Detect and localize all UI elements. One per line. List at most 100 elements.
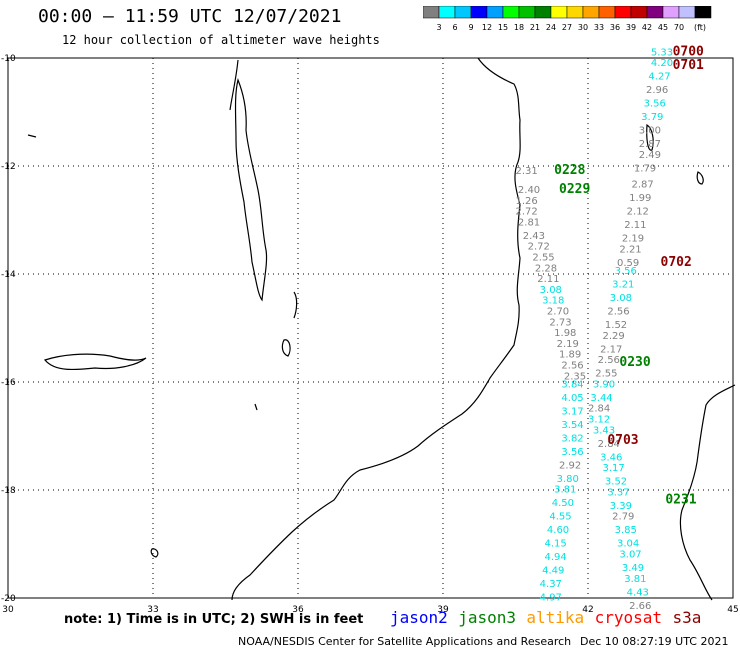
pass-number-label: 0229 bbox=[559, 182, 590, 197]
wave-height-value: 3.85 bbox=[615, 525, 637, 536]
wave-height-value: 3.44 bbox=[590, 393, 612, 404]
satellite-legend-jason2: jason2 bbox=[390, 608, 448, 627]
wave-height-value: 2.17 bbox=[600, 344, 622, 355]
wave-height-value: 3.81 bbox=[624, 574, 646, 585]
wave-height-value: 3.49 bbox=[622, 563, 644, 574]
scale-swatch bbox=[502, 6, 520, 19]
lake-kariba bbox=[43, 353, 147, 371]
latitude-label: -12 bbox=[1, 162, 16, 172]
wave-height-value: 2.70 bbox=[547, 307, 569, 318]
wave-height-value: 2.56 bbox=[598, 355, 620, 366]
wave-height-value: 2.11 bbox=[537, 274, 559, 285]
wave-height-color-scale: 3 6 9 12 15 18 21 24 27 30 33 36 39 42 45 70 (ft) bbox=[423, 6, 712, 32]
wave-height-value: 3.52 bbox=[605, 477, 627, 488]
wave-height-value: 4.97 bbox=[540, 593, 562, 604]
scale-swatch bbox=[614, 6, 632, 19]
wave-height-value: 3.56 bbox=[561, 447, 583, 458]
wave-height-value: 1.99 bbox=[629, 193, 651, 204]
wave-height-value: 1.52 bbox=[605, 320, 627, 331]
wave-height-value: 2.92 bbox=[559, 460, 581, 471]
wave-height-value: 2.49 bbox=[639, 150, 661, 161]
scale-tick-label: 70 bbox=[674, 23, 684, 32]
tiny-islet-2 bbox=[27, 134, 37, 138]
latitude-label: -20 bbox=[1, 594, 16, 604]
wave-height-value: 2.73 bbox=[549, 317, 571, 328]
wave-height-value: 4.94 bbox=[545, 552, 567, 563]
lat-lon-grid: 30 33 36 39 42 45 -10 -12 -14 -16 -18 -20 bbox=[1, 54, 739, 615]
pass-number-label: 0700 bbox=[673, 44, 704, 59]
wave-height-value: 4.37 bbox=[540, 579, 562, 590]
scale-tick-label: 42 bbox=[642, 23, 652, 32]
latitude-label: -16 bbox=[1, 378, 16, 388]
wave-height-value: 2.35 bbox=[564, 371, 586, 382]
wave-height-value: 4.43 bbox=[627, 587, 649, 598]
footer-note: note: 1) Time is in UTC; 2) SWH is in fe… bbox=[64, 612, 364, 627]
wave-height-value: 2.19 bbox=[557, 339, 579, 350]
wave-height-value: 4.49 bbox=[542, 566, 564, 577]
wave-height-value: 5.33 bbox=[651, 47, 673, 58]
longitude-label: 42 bbox=[582, 605, 593, 615]
wave-height-value: 4.27 bbox=[648, 72, 670, 83]
wave-height-value: 2.43 bbox=[523, 231, 545, 242]
credit-text: NOAA/NESDIS Center for Satellite Applica… bbox=[238, 635, 572, 648]
scale-swatch bbox=[630, 6, 648, 19]
scale-swatch bbox=[454, 6, 472, 19]
observation-values: 5.334.204.272.963.563.793.002.872.491.79… bbox=[516, 47, 674, 611]
wave-height-value: 1.26 bbox=[516, 196, 538, 207]
wave-height-value: 3.21 bbox=[612, 280, 634, 291]
mayotte-island bbox=[696, 171, 704, 185]
map-frame bbox=[7, 57, 734, 599]
scale-tick-label: 15 bbox=[498, 23, 508, 32]
scale-tick-label: 3 bbox=[436, 23, 441, 32]
wave-height-value: 2.19 bbox=[622, 234, 644, 245]
africa-coastline bbox=[231, 57, 521, 601]
wave-height-value: 2.87 bbox=[632, 180, 654, 191]
wave-height-value: 2.87 bbox=[639, 139, 661, 150]
scale-swatch bbox=[598, 6, 616, 19]
wave-height-value: 3.08 bbox=[540, 285, 562, 296]
scale-tick-label: 6 bbox=[452, 23, 457, 32]
wave-height-value: 3.18 bbox=[542, 296, 564, 307]
satellite-legend-jason3: jason3 bbox=[458, 608, 516, 627]
scale-swatch bbox=[470, 6, 488, 19]
latitude-label: -10 bbox=[1, 54, 16, 64]
pass-number-label: 0231 bbox=[665, 493, 696, 508]
wave-height-value: 0.59 bbox=[617, 258, 639, 269]
wave-height-value: 2.79 bbox=[612, 512, 634, 523]
wave-height-value: 3.39 bbox=[610, 501, 632, 512]
wave-height-value: 2.11 bbox=[624, 220, 646, 231]
pass-number-label: 0703 bbox=[607, 433, 638, 448]
wave-height-value: 1.79 bbox=[634, 163, 656, 174]
wave-height-value: 4.60 bbox=[547, 525, 569, 536]
tiny-islet bbox=[150, 548, 159, 558]
wave-height-value: 3.43 bbox=[593, 425, 615, 436]
wave-height-value: 4.20 bbox=[651, 58, 673, 69]
wave-height-value: 3.90 bbox=[593, 379, 615, 390]
coastline bbox=[27, 57, 736, 601]
scale-swatch bbox=[646, 6, 664, 19]
scale-tick-label: 9 bbox=[468, 23, 473, 32]
wave-height-value: 2.21 bbox=[619, 244, 641, 255]
wave-height-value: 2.29 bbox=[603, 331, 625, 342]
wave-height-value: 2.12 bbox=[627, 207, 649, 218]
wave-height-value: 3.84 bbox=[561, 379, 583, 390]
scale-swatch bbox=[694, 6, 712, 19]
wave-height-value: 3.37 bbox=[607, 487, 629, 498]
wave-height-value: 2.56 bbox=[561, 361, 583, 372]
scale-swatch bbox=[662, 6, 680, 19]
pass-number-label: 0228 bbox=[554, 163, 585, 178]
scale-swatch bbox=[423, 6, 440, 19]
wave-height-value: 2.56 bbox=[607, 307, 629, 318]
wave-height-value: 2.72 bbox=[516, 207, 538, 218]
map-title: 00:00 – 11:59 UTC 12/07/2021 bbox=[38, 6, 342, 27]
madagascar-coast bbox=[679, 384, 736, 601]
wave-height-value: 4.50 bbox=[552, 498, 574, 509]
tiny-lake bbox=[254, 403, 258, 411]
wave-height-value: 2.84 bbox=[588, 404, 610, 415]
wave-height-value: 3.17 bbox=[603, 463, 625, 474]
pass-number-label: 0701 bbox=[673, 58, 704, 73]
scale-swatch bbox=[550, 6, 568, 19]
wave-height-value: 2.81 bbox=[518, 217, 540, 228]
